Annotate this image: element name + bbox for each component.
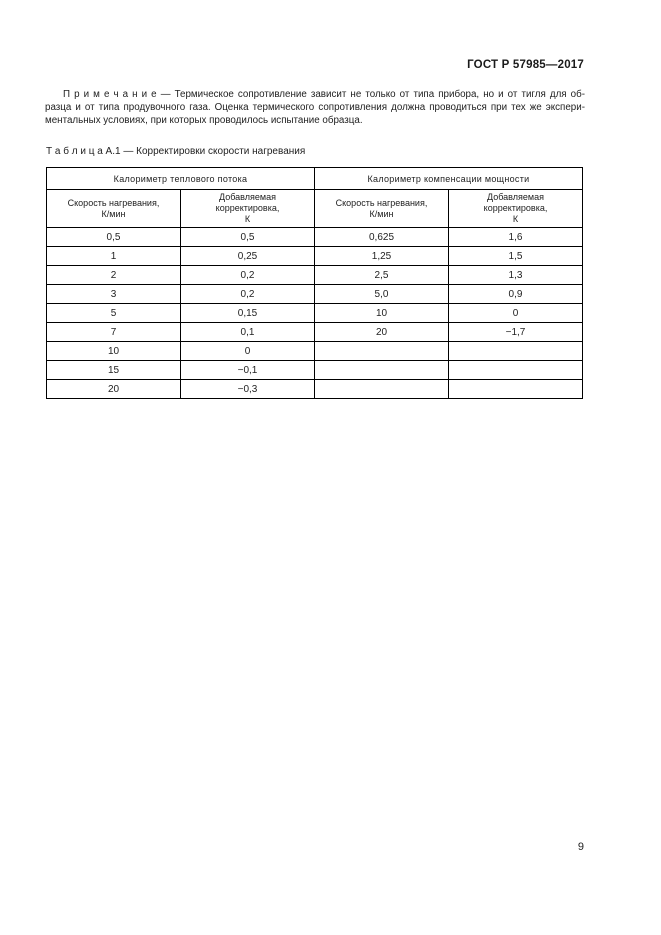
table-cell: 0,2 [180, 284, 315, 304]
table-cell: 0,5 [46, 227, 181, 247]
table-row: 10 0 [46, 341, 583, 361]
table-cell [448, 341, 583, 361]
table-cell [448, 360, 583, 380]
table-cell: 0 [180, 341, 315, 361]
column-header: Добавляемая корректировка, К [180, 189, 315, 228]
page-number: 9 [577, 841, 584, 853]
note-line: разца и от типа продувочного газа. Оценк… [45, 102, 585, 113]
table-cell: 1,5 [448, 246, 583, 266]
column-header: Скорость нагревания, К/мин [314, 189, 449, 228]
note-paragraph: П р и м е ч а н и е — Термическое сопрот… [45, 88, 585, 127]
table-cell: 15 [46, 360, 181, 380]
table-cell: 0,9 [448, 284, 583, 304]
table-cell [448, 379, 583, 399]
table-cell: 0,2 [180, 265, 315, 285]
table-cell: 5,0 [314, 284, 449, 304]
table-row: 5 0,15 10 0 [46, 303, 583, 323]
table-cell: 0,5 [180, 227, 315, 247]
group-header-heat-flow: Калориметр теплового потока [46, 167, 315, 190]
table-cell: 1,3 [448, 265, 583, 285]
note-line: П р и м е ч а н и е — Термическое сопрот… [63, 89, 585, 100]
table-row: 7 0,1 20 −1,7 [46, 322, 583, 342]
group-header-row: Калориметр теплового потока Калориметр к… [46, 167, 583, 190]
table-cell: 2 [46, 265, 181, 285]
table-cell: 20 [46, 379, 181, 399]
table-cell: 7 [46, 322, 181, 342]
table-row: 20 −0,3 [46, 379, 583, 399]
table-cell: 3 [46, 284, 181, 304]
table-cell: 5 [46, 303, 181, 323]
group-header-power-compensation: Калориметр компенсации мощности [314, 167, 583, 190]
table-cell [314, 379, 449, 399]
document-title: ГОСТ Р 57985—2017 [467, 59, 584, 71]
table-row: 1 0,25 1,25 1,5 [46, 246, 583, 266]
table-cell: 0,625 [314, 227, 449, 247]
table-row: 15 −0,1 [46, 360, 583, 380]
table-cell [314, 360, 449, 380]
column-header: Скорость нагревания, К/мин [46, 189, 181, 228]
table-caption: Т а б л и ц а А.1 — Корректировки скорос… [46, 146, 306, 157]
table-cell: 10 [46, 341, 181, 361]
table-cell: 0,25 [180, 246, 315, 266]
corrections-table: Калориметр теплового потока Калориметр к… [46, 167, 583, 399]
table-row: 3 0,2 5,0 0,9 [46, 284, 583, 304]
table-cell: −0,3 [180, 379, 315, 399]
table-cell: 1,6 [448, 227, 583, 247]
table-cell: 20 [314, 322, 449, 342]
column-header-row: Скорость нагревания, К/мин Добавляемая к… [46, 189, 583, 228]
table-cell [314, 341, 449, 361]
table-cell: 0,15 [180, 303, 315, 323]
table-cell: −0,1 [180, 360, 315, 380]
column-header: Добавляемая корректировка, К [448, 189, 583, 228]
table-cell: 2,5 [314, 265, 449, 285]
table-cell: 0,1 [180, 322, 315, 342]
table-cell: 0 [448, 303, 583, 323]
table-cell: 1 [46, 246, 181, 266]
table-cell: 10 [314, 303, 449, 323]
table-cell: 1,25 [314, 246, 449, 266]
note-line: ментальных условиях, при которых проводи… [45, 115, 363, 126]
table-row: 0,5 0,5 0,625 1,6 [46, 227, 583, 247]
table-cell: −1,7 [448, 322, 583, 342]
table-row: 2 0,2 2,5 1,3 [46, 265, 583, 285]
